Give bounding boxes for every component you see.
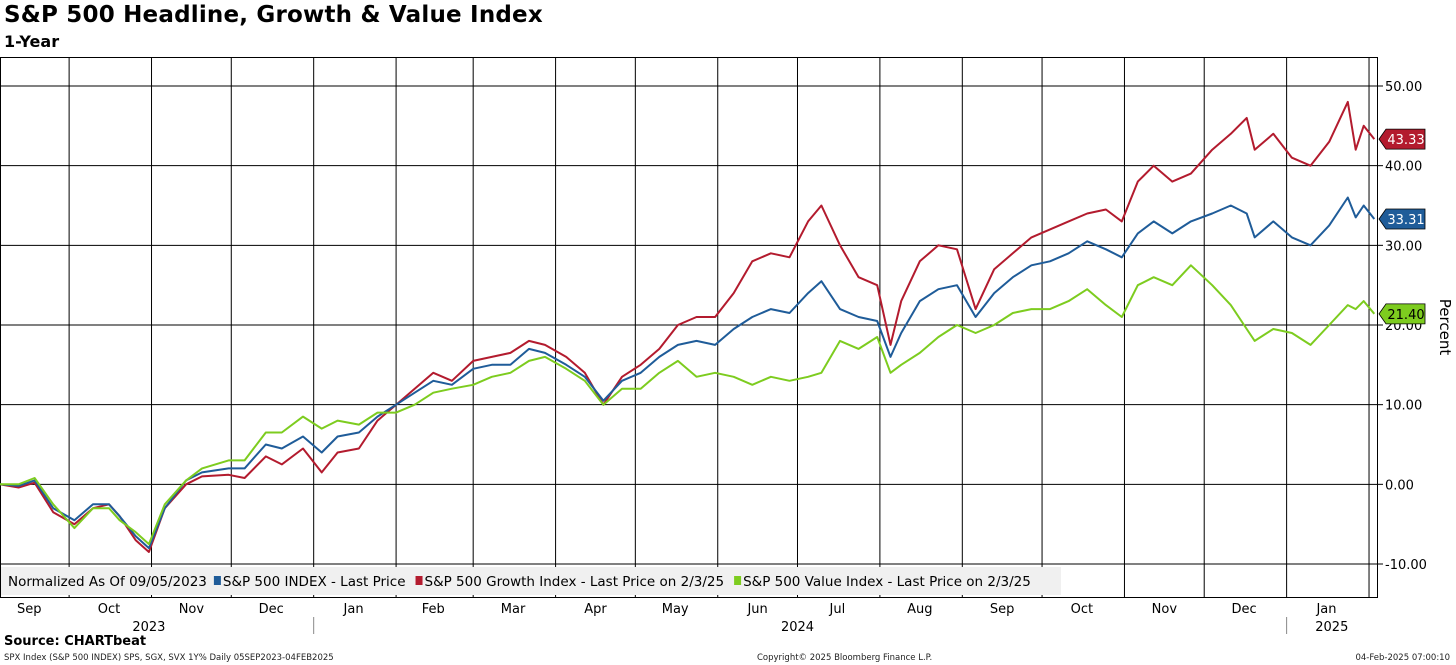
y-tick-label: -10.00 (1385, 558, 1427, 573)
x-month-label: Sep (17, 602, 42, 617)
last-value-tag (1378, 128, 1426, 150)
x-month-label: May (662, 602, 689, 617)
y-tick-label: 30.00 (1385, 239, 1422, 254)
series-line (0, 264, 1376, 546)
series-layer (0, 100, 1376, 553)
legend-prefix: Normalized As Of 09/05/2023 (8, 574, 207, 590)
grid-layer (0, 57, 1378, 598)
x-month-label: Apr (584, 602, 607, 617)
x-month-label: Jun (746, 602, 767, 617)
x-month-label: Jan (343, 602, 364, 617)
x-month-label: Jan (1315, 602, 1336, 617)
last-value-label: 33.31 (1387, 213, 1424, 228)
last-value-label: 43.33 (1387, 133, 1424, 148)
legend-entry: S&P 500 Growth Index - Last Price on 2/3… (425, 574, 725, 590)
series-line (0, 100, 1376, 553)
y-tick-label: 0.00 (1385, 478, 1414, 493)
timestamp: 04-Feb-2025 07:00:10 (1355, 653, 1450, 663)
x-month-label: Aug (907, 602, 932, 617)
x-month-label: Jul (829, 602, 846, 617)
last-value-tag (1378, 208, 1426, 230)
x-year-label: 2023 (132, 620, 165, 635)
series-line (0, 196, 1376, 550)
source-note: Source: CHARTbeat (4, 634, 147, 649)
last-value-label: 21.40 (1387, 308, 1424, 323)
x-month-label: Oct (1071, 602, 1093, 617)
last-value-tag (1378, 303, 1426, 325)
x-month-label: Mar (501, 602, 526, 617)
x-month-label: Nov (1152, 602, 1178, 617)
legend-entry: S&P 500 Value Index - Last Price on 2/3/… (743, 574, 1031, 590)
security-line: SPX Index (S&P 500 INDEX) SPS, SGX, SVX … (4, 653, 334, 663)
legend-swatch (734, 576, 742, 585)
legend-entry: S&P 500 INDEX - Last Price (223, 574, 406, 590)
x-year-label: 2025 (1315, 620, 1348, 635)
x-month-label: Feb (422, 602, 445, 617)
x-month-label: Nov (179, 602, 205, 617)
x-month-label: Oct (98, 602, 120, 617)
legend: Normalized As Of 09/05/2023 S&P 500 INDEX… (1, 567, 1061, 595)
x-year-label: 2024 (781, 620, 814, 635)
y-tick-label: 40.00 (1385, 160, 1422, 175)
copyright-note: Copyright© 2025 Bloomberg Finance L.P. (757, 653, 933, 663)
y-tick-label: 10.00 (1385, 399, 1422, 414)
chart-subtitle: 1-Year (4, 32, 60, 51)
legend-swatch (415, 576, 423, 585)
y-tick-label: 50.00 (1385, 80, 1422, 95)
y-axis-title: Percent (1436, 299, 1454, 356)
x-month-label: Dec (259, 602, 284, 617)
chart-title: S&P 500 Headline, Growth & Value Index (4, 2, 543, 28)
legend-swatch (213, 576, 221, 585)
plot-frame (0, 57, 1378, 598)
x-month-label: Sep (990, 602, 1015, 617)
x-month-label: Dec (1232, 602, 1257, 617)
legend-box (1, 567, 1061, 595)
